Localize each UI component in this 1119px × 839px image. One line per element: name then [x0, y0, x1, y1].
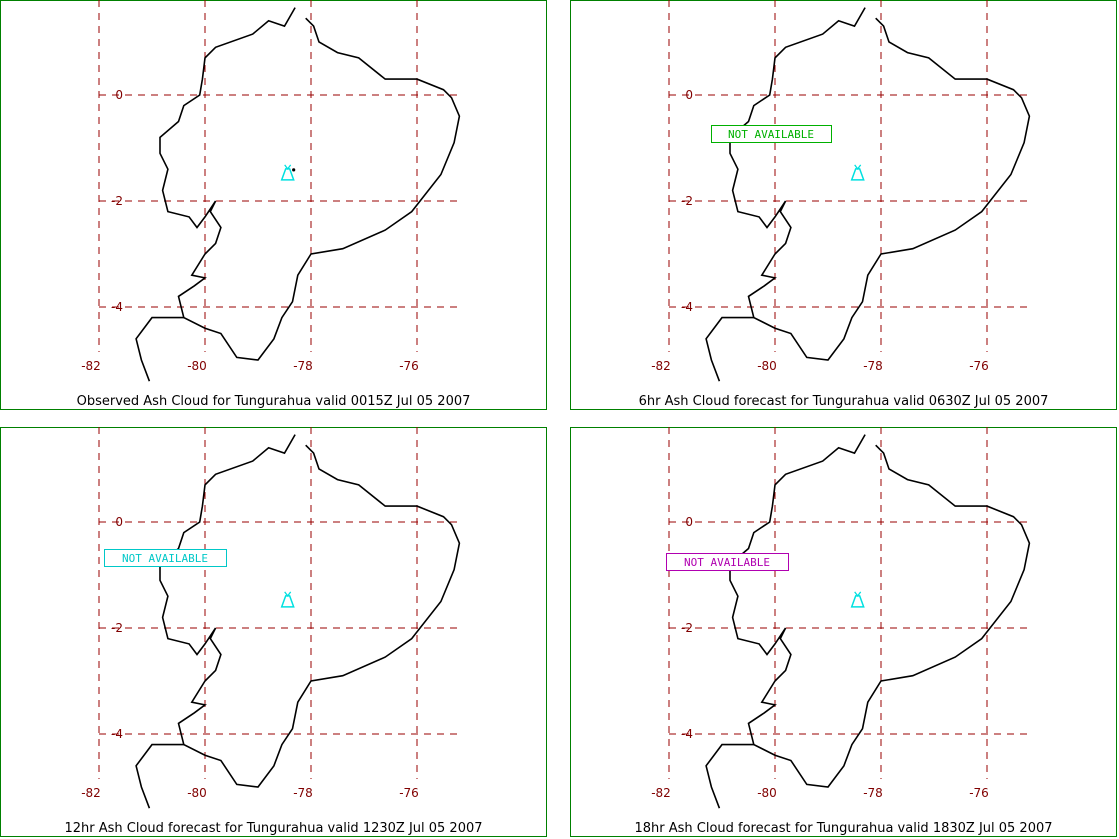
- latitude-tick-label: -2: [111, 621, 123, 635]
- latitude-tick-label: -4: [681, 300, 693, 314]
- map-svg: -82 -80 -78 -76 0 -2 -4 NOT AVAILABLE: [0, 427, 547, 837]
- map-svg: -82 -80 -78 -76 0 -2 -4 NOT AVAILABLE: [570, 427, 1117, 837]
- latitude-tick-label: -4: [111, 300, 123, 314]
- longitude-tick-label: -82: [651, 786, 671, 800]
- longitude-tick-label: -78: [863, 786, 883, 800]
- panel-observed: -82 -80 -78 -76 0 -2 -4 Observed Ash Cloud for…: [0, 0, 547, 410]
- longitude-tick-label: -82: [81, 359, 101, 373]
- longitude-tick-label: -80: [187, 786, 207, 800]
- panel-frame: [0, 427, 547, 837]
- latitude-tick-label: -2: [111, 194, 123, 208]
- panel-frame: [0, 0, 547, 410]
- longitude-tick-label: -78: [293, 786, 313, 800]
- longitude-tick-label: -78: [293, 359, 313, 373]
- not-available-box: [711, 125, 832, 143]
- volcano-icon: [850, 164, 865, 181]
- coastline: [729, 434, 1031, 788]
- longitude-tick-label: -80: [187, 359, 207, 373]
- not-available-label: NOT AVAILABLE: [728, 128, 814, 141]
- coastline-south: [135, 316, 184, 382]
- longitude-tick-label: -82: [651, 359, 671, 373]
- latitude-tick-label: 0: [115, 515, 123, 529]
- latitude-tick-label: 0: [685, 515, 693, 529]
- coastline-south: [135, 743, 184, 809]
- panel-forecast-18hr: -82 -80 -78 -76 0 -2 -4 NOT AVAILABLE 18hr Ash …: [570, 427, 1117, 837]
- panel-frame: [570, 427, 1117, 837]
- longitude-tick-label: -80: [757, 359, 777, 373]
- longitude-tick-label: -76: [969, 359, 989, 373]
- volcano-icon: [850, 591, 865, 608]
- not-available-box: [666, 553, 789, 571]
- panel-forecast-12hr: -82 -80 -78 -76 0 -2 -4 NOT AVAILABLE 12hr Ash …: [0, 427, 547, 837]
- map-svg: -82 -80 -78 -76 0 -2 -4 NOT AVAILABLE: [570, 0, 1117, 410]
- latitude-tick-label: -4: [111, 727, 123, 741]
- coastline-south: [705, 316, 754, 382]
- longitude-tick-label: -76: [969, 786, 989, 800]
- panel-caption: Observed Ash Cloud for Tungurahua valid …: [76, 394, 471, 409]
- latitude-tick-label: -4: [681, 727, 693, 741]
- not-available-label: NOT AVAILABLE: [684, 556, 770, 569]
- latitude-tick-label: 0: [115, 88, 123, 102]
- panel-caption: 6hr Ash Cloud forecast for Tungurahua va…: [638, 394, 1049, 409]
- volcano-icon: [280, 591, 295, 608]
- longitude-tick-label: -76: [399, 359, 419, 373]
- coastline: [159, 7, 461, 361]
- longitude-tick-label: -80: [757, 786, 777, 800]
- not-available-label: NOT AVAILABLE: [122, 552, 208, 565]
- panel-frame: [570, 0, 1117, 410]
- map-svg: -82 -80 -78 -76 0 -2 -4: [0, 0, 547, 410]
- panel-caption: 12hr Ash Cloud forecast for Tungurahua v…: [64, 821, 483, 836]
- not-available-box: [104, 549, 227, 567]
- coastline: [159, 434, 461, 788]
- latitude-tick-label: 0: [685, 88, 693, 102]
- latitude-tick-label: -2: [681, 194, 693, 208]
- ash-cloud-marker: [292, 168, 296, 172]
- panel-forecast-6hr: -82 -80 -78 -76 0 -2 -4 NOT AVAILABLE 6hr Ash C…: [570, 0, 1117, 410]
- volcano-icon: [280, 164, 295, 181]
- coastline: [729, 7, 1031, 361]
- panel-caption: 18hr Ash Cloud forecast for Tungurahua v…: [634, 821, 1053, 836]
- longitude-tick-label: -76: [399, 786, 419, 800]
- longitude-tick-label: -78: [863, 359, 883, 373]
- latitude-tick-label: -2: [681, 621, 693, 635]
- longitude-tick-label: -82: [81, 786, 101, 800]
- coastline-south: [705, 743, 754, 809]
